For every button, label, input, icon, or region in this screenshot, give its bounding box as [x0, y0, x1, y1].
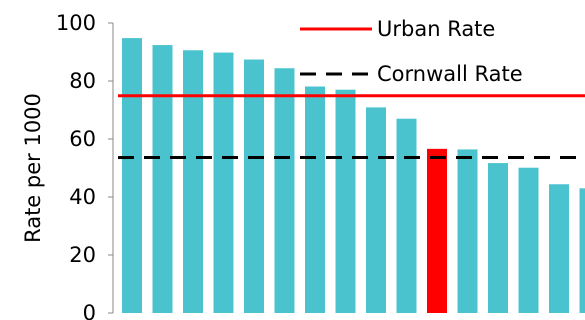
- y-ticks-group: 0 20 40 60 80 100: [56, 11, 113, 320]
- bar: [122, 38, 142, 313]
- y-tick-label: 0: [83, 301, 96, 320]
- bar-highlighted: [427, 148, 447, 313]
- bar: [457, 149, 478, 313]
- bar: [335, 89, 356, 313]
- y-tick-label: 20: [69, 243, 96, 267]
- bar: [183, 50, 203, 313]
- bar: [366, 107, 386, 313]
- y-tick-label: 80: [69, 69, 96, 93]
- bar: [274, 68, 295, 314]
- legend-label-cornwall-rate: Cornwall Rate: [377, 62, 523, 86]
- y-axis-title: Rate per 1000: [21, 93, 45, 243]
- bar: [579, 188, 585, 313]
- legend: Urban Rate Cornwall Rate: [300, 17, 523, 86]
- bars-group: [122, 38, 585, 314]
- bar: [152, 45, 173, 313]
- legend-label-urban-rate: Urban Rate: [377, 17, 495, 41]
- y-tick-label: 100: [56, 11, 96, 35]
- bar: [549, 184, 569, 313]
- bar: [213, 52, 234, 314]
- bar: [396, 118, 417, 313]
- bar: [244, 59, 264, 313]
- bar: [305, 86, 325, 313]
- bar: [488, 163, 508, 313]
- y-tick-label: 40: [69, 185, 96, 209]
- y-tick-label: 60: [69, 127, 96, 151]
- reference-lines-group: [118, 94, 585, 160]
- bar: [518, 167, 539, 313]
